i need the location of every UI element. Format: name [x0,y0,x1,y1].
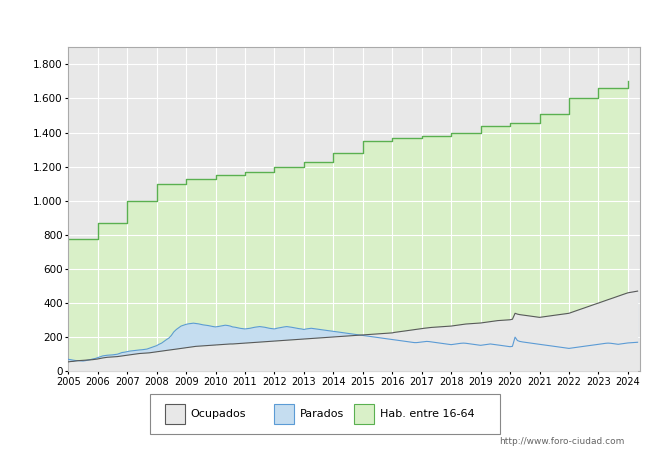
Text: Hab. entre 16-64: Hab. entre 16-64 [380,409,474,419]
Text: Ocupados: Ocupados [190,409,246,419]
Text: Venturada - Evolucion de la poblacion en edad de Trabajar Mayo de 2024: Venturada - Evolucion de la poblacion en… [81,16,569,29]
Text: http://www.foro-ciudad.com: http://www.foro-ciudad.com [499,436,624,446]
Bar [274,404,294,424]
Bar [354,404,374,424]
Text: Parados: Parados [300,409,344,419]
Bar [165,404,185,424]
